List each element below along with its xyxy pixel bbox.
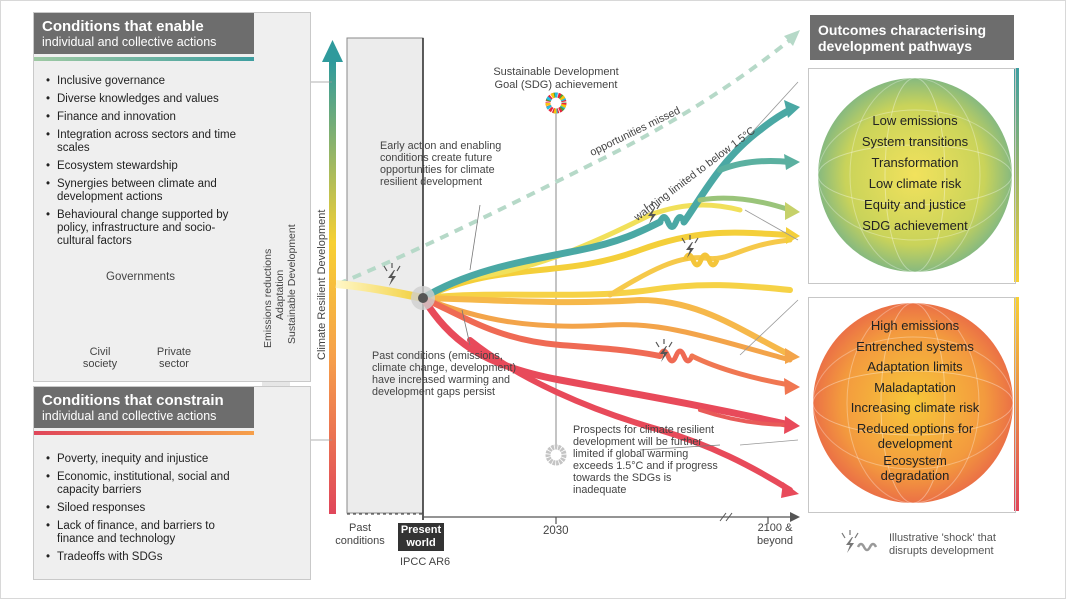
actor-private-sector-label: Private sector xyxy=(156,346,192,370)
positive-arrowhead-2 xyxy=(784,154,800,170)
shock-icon-negative xyxy=(655,339,673,362)
leader-prospects xyxy=(639,444,721,451)
outcomes-header xyxy=(810,15,1014,60)
negative-outcome: Increasing climate risk xyxy=(850,400,980,415)
constrain-panel-header: Conditions that constrain individual and… xyxy=(34,387,254,428)
enable-item: Inclusive governance xyxy=(44,75,244,88)
legend-shock-icon xyxy=(841,530,878,553)
vlabel-emissions: Emissions reductions xyxy=(262,248,274,348)
resilience-bar-arrowhead xyxy=(322,40,343,62)
resilience-gradient-bar xyxy=(329,62,336,514)
negative-outcome-bar xyxy=(1014,297,1019,511)
constrain-header-accent xyxy=(34,431,254,435)
actor-governments-label: Governments xyxy=(106,271,176,283)
shock-icon-past xyxy=(383,263,401,286)
enable-item: Diverse knowledges and values xyxy=(44,93,244,106)
positive-arrowhead-4 xyxy=(786,227,800,244)
positive-outcome: Low emissions xyxy=(872,113,958,128)
sdg-wheel-icon xyxy=(545,92,567,114)
enable-item: Integration across sectors and time scal… xyxy=(44,129,244,155)
positive-outcome-sphere xyxy=(817,77,1013,273)
early-action-text: Early action and enabling conditions cre… xyxy=(380,140,502,188)
constrain-panel: Conditions that constrain individual and… xyxy=(33,386,311,580)
negative-outcomes-list: High emissions Entrenched systems Adapta… xyxy=(830,316,1000,483)
leader-early-action xyxy=(469,204,481,271)
enable-header-accent xyxy=(34,57,254,61)
leader-past-conditions xyxy=(461,309,471,346)
positive-pathway xyxy=(419,106,794,302)
negative-outcome: Ecosystem degradation xyxy=(880,452,950,483)
negative-outcomes-box xyxy=(808,297,1016,513)
constrain-panel-title: Conditions that constrain xyxy=(42,392,224,409)
negative-arrowhead-1 xyxy=(784,378,800,395)
negative-outcome: High emissions xyxy=(870,318,960,333)
positive-outcomes-list: Low emissions System transitions Transfo… xyxy=(830,110,1000,236)
enable-item: Behavioural change supported by policy, … xyxy=(44,209,244,248)
constrain-panel-subtitle: individual and collective actions xyxy=(42,409,217,423)
enable-panel-title: Conditions that enable xyxy=(42,18,204,35)
past-conditions-text: Past conditions (emissions, climate chan… xyxy=(372,350,517,398)
negative-outcome-sphere xyxy=(812,302,1014,504)
outcomes-title: Outcomes characterising development path… xyxy=(818,22,987,54)
positive-arrowhead-3 xyxy=(785,202,800,220)
sdg-label: Sustainable Development Goal (SDG) achie… xyxy=(493,66,619,91)
negative-outcome: Entrenched systems xyxy=(856,338,974,354)
negative-outcome: Adaptation limits xyxy=(867,359,963,374)
constrain-item: Poverty, inequity and injustice xyxy=(44,453,244,466)
vlabel-sustainable: Sustainable Development xyxy=(286,224,298,344)
present-node xyxy=(418,293,428,303)
sdg-wheel-grey-icon xyxy=(545,444,567,466)
bracket-negative xyxy=(739,299,799,446)
opportunities-missed-path xyxy=(337,38,792,286)
positive-outcome-bar xyxy=(1014,68,1019,282)
opportunities-missed-arrowhead xyxy=(784,30,800,46)
enable-panel: Conditions that enable individual and co… xyxy=(33,12,311,382)
positive-outcome: SDG achievement xyxy=(862,218,968,233)
negative-outcome: Maladaptation xyxy=(874,379,956,395)
timeline-ipcc-label: IPCC AR6 xyxy=(400,556,451,568)
enable-conditions-list: Inclusive governance Diverse knowledges … xyxy=(44,75,244,253)
positive-outcome: Low climate risk xyxy=(868,176,962,191)
legend-shock-text: Illustrative 'shock' that disrupts devel… xyxy=(889,532,996,557)
shock-icon-positive xyxy=(643,201,661,224)
enable-panel-header: Conditions that enable individual and co… xyxy=(34,13,254,54)
middle-pathways xyxy=(420,202,793,363)
negative-outcome: Reduced options for development xyxy=(856,420,974,451)
constrain-item: Tradeoffs with SDGs xyxy=(44,551,244,564)
constrain-item: Siloed responses xyxy=(44,502,244,515)
enable-panel-subtitle: individual and collective actions xyxy=(42,35,217,49)
positive-outcome: Equity and justice xyxy=(864,197,966,212)
orange-arrowhead xyxy=(785,348,800,364)
vlabel-crd: Climate Resilient Development xyxy=(316,209,328,360)
shock-icon-middle xyxy=(681,235,699,258)
timeline-2100-label: 2100 & beyond xyxy=(756,522,794,547)
enable-item: Synergies between climate and developmen… xyxy=(44,178,244,204)
vertical-labels: Emissions reductions Adaptation Sustaina… xyxy=(262,160,332,360)
constrain-conditions-list: Poverty, inequity and injustice Economic… xyxy=(44,453,244,569)
shock-squiggle-yellow xyxy=(682,252,720,268)
negative-pathways xyxy=(419,294,794,493)
bracket-positive xyxy=(744,81,799,241)
prospects-text: Prospects for climate resilient developm… xyxy=(573,424,718,496)
time-axis-arrowhead xyxy=(790,512,800,522)
negative-arrowhead-2 xyxy=(784,416,800,434)
positive-outcome: Transformation xyxy=(871,155,959,170)
positive-arrowhead-1 xyxy=(784,100,800,118)
timeline-past-label: Past conditions xyxy=(335,522,385,547)
negative-arrowhead-3 xyxy=(781,482,799,498)
constrain-item: Economic, institutional, social and capa… xyxy=(44,471,244,497)
vlabel-adaptation: Adaptation xyxy=(274,269,286,320)
constrain-item: Lack of finance, and barriers to finance… xyxy=(44,520,244,546)
timeline-2030-label: 2030 xyxy=(543,525,569,537)
timeline-present-label: Present world xyxy=(398,523,444,551)
positive-outcomes-box xyxy=(808,68,1016,284)
axis-break xyxy=(719,512,733,522)
actor-civil-society-label: Civil society xyxy=(82,346,118,370)
enable-item: Ecosystem stewardship xyxy=(44,160,244,173)
positive-outcome: System transitions xyxy=(861,134,969,149)
enable-item: Finance and innovation xyxy=(44,111,244,124)
